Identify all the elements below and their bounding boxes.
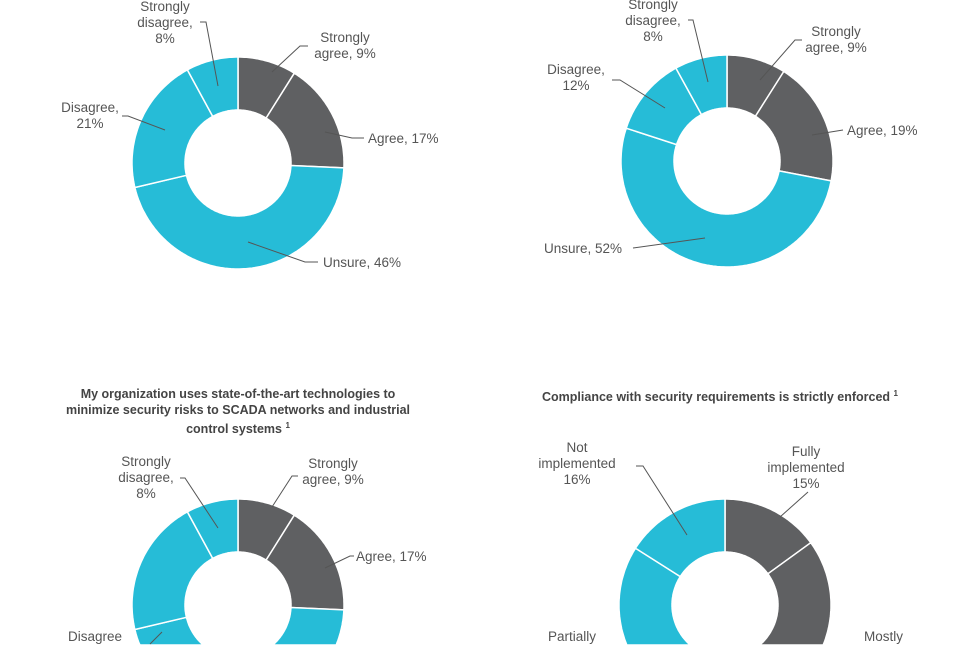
chart4-title: Compliance with security requirements is… [500,386,940,405]
chart2-label-strongly-agree: Strongly agree, 9% [805,24,867,55]
chart3-label-agree: Agree, 17% [356,549,427,564]
chart1-label-strongly-disagree: Strongly disagree, 8% [137,0,193,46]
chart3-label-strongly-disagree: Strongly disagree, 8% [118,454,174,501]
chart3-label-disagree: Disagree [68,629,122,644]
chart2-label-unsure: Unsure, 52% [544,241,622,256]
chart1-label-disagree: Disagree, 21% [61,100,119,131]
chart4-label-not: Not implemented 16% [538,440,615,487]
chart4-label-mostly: Mostly [864,629,903,644]
chart4-slice-mostly-implemented [698,541,832,645]
chart1-label-unsure: Unsure, 46% [323,255,401,270]
chart3-slice-strongly-disagree [186,498,239,560]
chart2-slice-strongly-disagree [674,54,728,116]
chart4-slice-not-implemented [634,498,726,578]
chart3-label-strongly-agree: Strongly agree, 9% [302,456,364,487]
chart1-label-agree: Agree, 17% [368,131,439,146]
chart3-title-text: My organization uses state-of-the-art te… [65,387,411,437]
chart1-slice-strongly-disagree [186,56,239,118]
chart1-slice-unsure [133,164,345,270]
chart2-label-disagree: Disagree, 12% [547,62,605,93]
chart1-label-strongly-agree: Strongly agree, 9% [314,30,376,61]
footnote-marker: 1 [893,389,898,398]
chart2-label-strongly-disagree: Strongly disagree, 8% [625,0,681,44]
footnote-marker: 1 [285,421,290,430]
chart4-label-fully: Fully implemented 15% [767,444,844,491]
chart4-title-text: Compliance with security requirements is… [542,390,891,405]
chart3-title: My organization uses state-of-the-art te… [60,386,416,437]
chart4-label-partially: Partially [548,629,596,644]
chart2-label-agree: Agree, 19% [847,123,918,138]
